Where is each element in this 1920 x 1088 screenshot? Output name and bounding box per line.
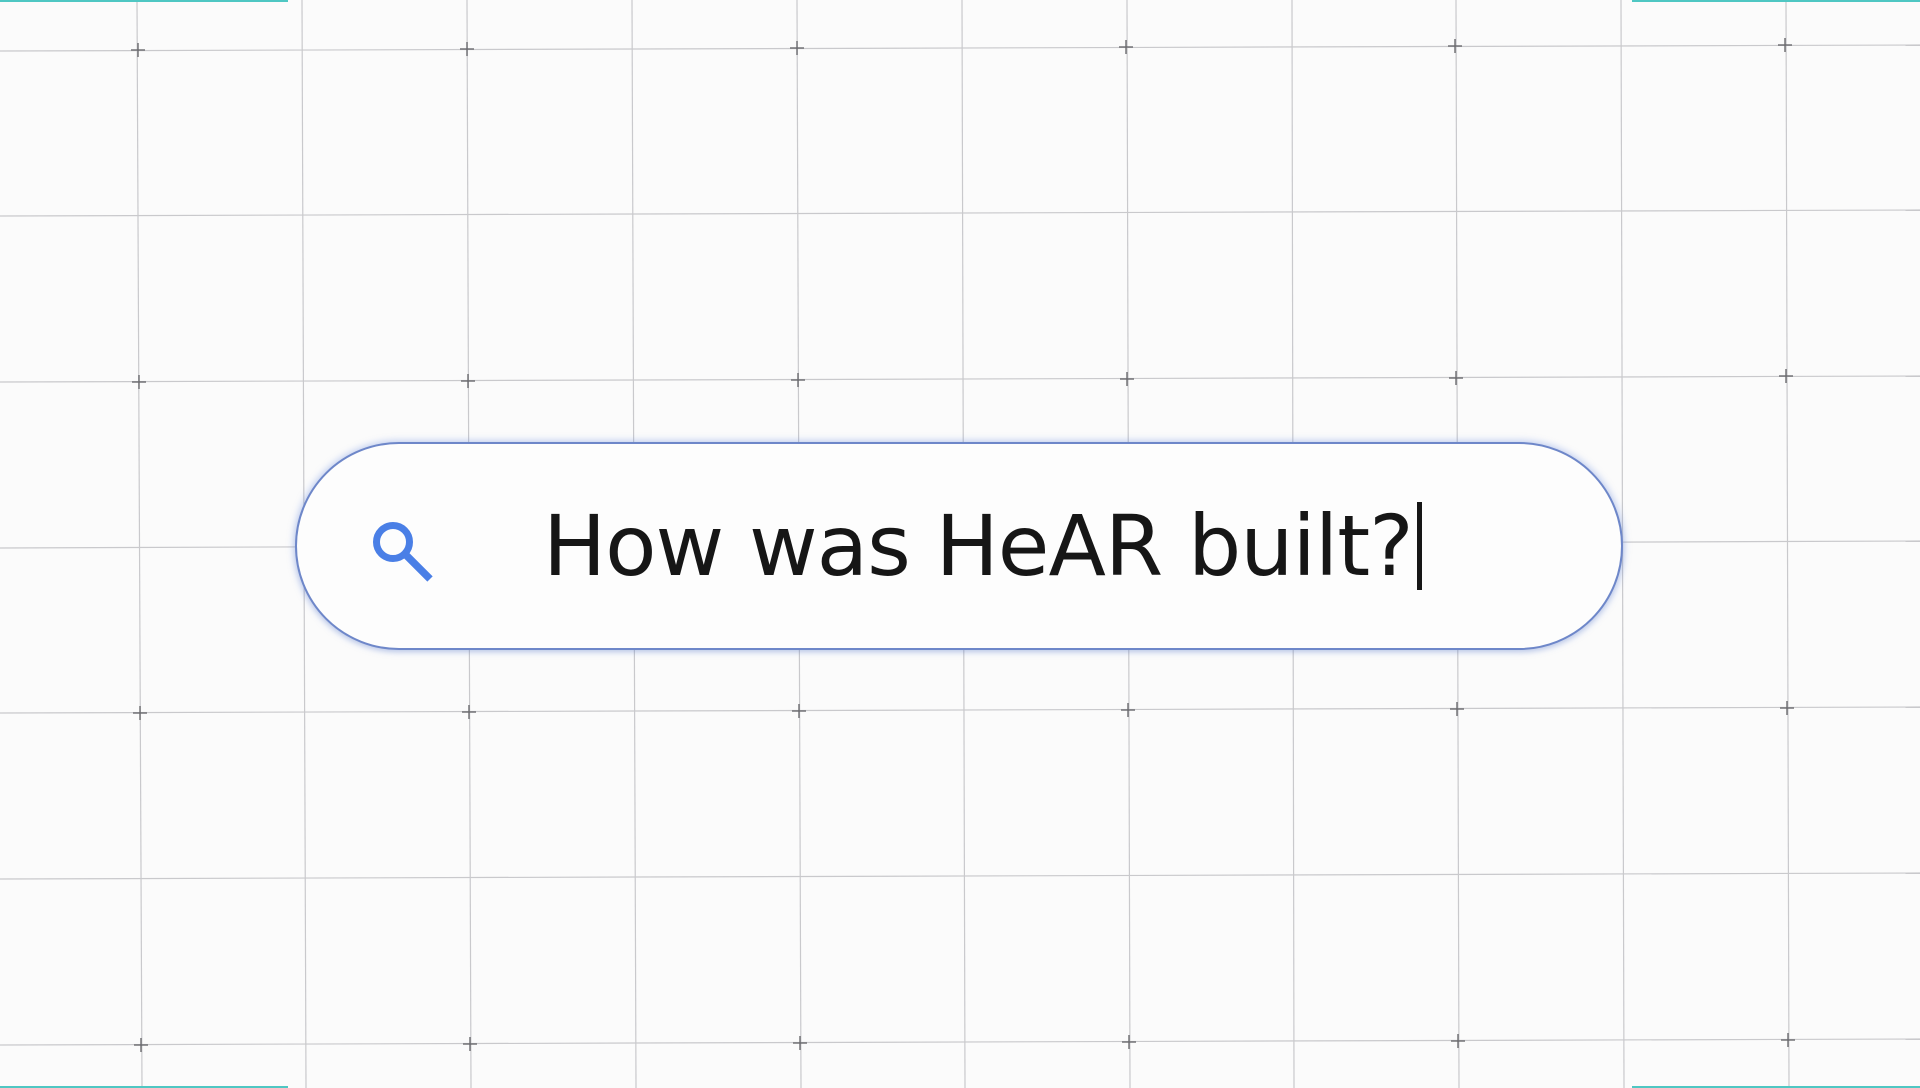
accent-line-top-left	[0, 0, 288, 2]
crosshair-row-3	[133, 701, 1794, 720]
crosshair-row-1	[131, 38, 1792, 57]
grid-crosshair-marks	[131, 38, 1795, 1052]
accent-line-top-right	[1632, 0, 1920, 2]
search-input[interactable]: How was HeAR built?	[543, 496, 1422, 596]
search-icon[interactable]	[365, 514, 437, 586]
crosshair-row-4	[134, 1033, 1795, 1052]
crosshair-row-2	[132, 369, 1793, 389]
accent-line-bottom-left	[0, 1086, 288, 1088]
search-bar[interactable]	[295, 442, 1623, 650]
text-cursor	[1416, 502, 1422, 590]
search-query-text: How was HeAR built?	[543, 497, 1414, 595]
accent-line-bottom-right	[1632, 1086, 1920, 1088]
